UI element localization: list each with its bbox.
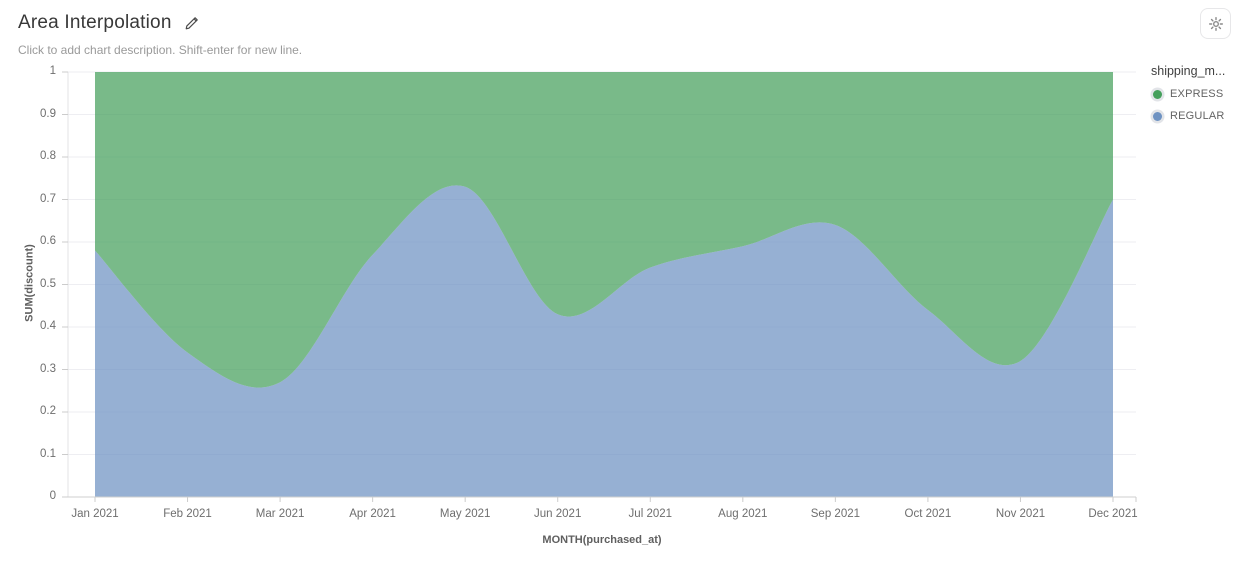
y-tick-label: 0.4 [40, 320, 56, 332]
x-tick-label: Jun 2021 [534, 508, 582, 520]
y-tick-label: 0.1 [40, 447, 56, 460]
x-tick-label: Oct 2021 [904, 508, 952, 520]
legend: shipping_m... EXPRESS REGULAR [1151, 64, 1241, 132]
y-tick-label: 0.3 [40, 362, 56, 375]
x-tick-label: Feb 2021 [163, 508, 212, 520]
y-tick-label: 0.5 [40, 277, 56, 290]
x-tick-label: May 2021 [439, 508, 491, 520]
edit-title-button[interactable] [184, 15, 200, 31]
y-tick-label: 0.9 [40, 107, 56, 120]
y-tick-label: 1 [49, 65, 56, 77]
legend-item-regular[interactable]: REGULAR [1151, 110, 1241, 122]
y-tick-label: 0.2 [40, 405, 56, 417]
pencil-icon [185, 17, 198, 30]
x-tick-label: Jan 2021 [71, 508, 119, 520]
legend-item-express[interactable]: EXPRESS [1151, 88, 1241, 100]
chart-area: SUM(discount) MONTH(purchased_at) 0 0.1 0.… [0, 60, 1241, 562]
regular-area-series [95, 185, 1113, 498]
y-tick-label: 0.6 [40, 235, 56, 247]
legend-title: shipping_m... [1151, 64, 1226, 78]
y-tick-label: 0.8 [40, 150, 56, 162]
regular-series-dot-icon [1153, 111, 1162, 121]
x-axis-title: MONTH(purchased_at) [542, 534, 662, 546]
x-tick-label: Aug 2021 [718, 508, 768, 520]
settings-button[interactable] [1200, 8, 1231, 39]
legend-item-label: EXPRESS [1170, 88, 1224, 100]
y-tick-label: 0 [49, 490, 56, 502]
gear-icon [1208, 16, 1223, 31]
x-tick-label: Sep 2021 [810, 508, 861, 520]
page-title[interactable]: Area Interpolation [18, 12, 172, 33]
x-tick-label: Dec 2021 [1088, 508, 1138, 520]
chart-svg[interactable] [0, 60, 1241, 562]
x-tick-label: Nov 2021 [995, 508, 1046, 520]
x-tick-label: Apr 2021 [349, 508, 396, 520]
legend-item-label: REGULAR [1170, 110, 1225, 122]
x-tick-label: Mar 2021 [255, 508, 305, 520]
x-tick-label: Jul 2021 [628, 508, 673, 520]
chart-description-placeholder[interactable]: Click to add chart description. Shift-en… [18, 43, 303, 57]
express-area-series [95, 72, 1113, 388]
chart-header: Area Interpolation Click to add chart de… [18, 12, 302, 57]
express-series-dot-icon [1153, 89, 1162, 99]
y-tick-label: 0.7 [40, 192, 56, 205]
